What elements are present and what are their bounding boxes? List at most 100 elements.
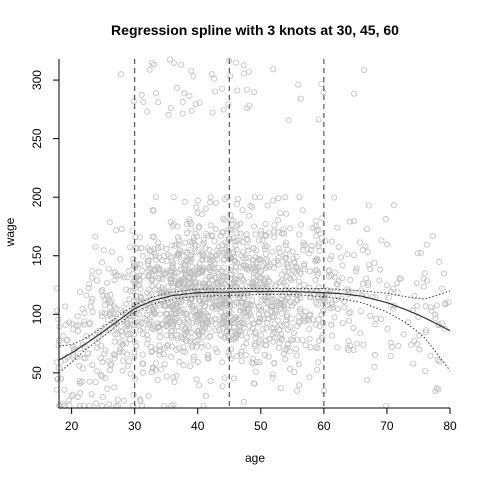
scatter-point xyxy=(76,288,83,295)
scatter-point xyxy=(225,248,232,255)
scatter-point xyxy=(146,66,153,73)
scatter-point xyxy=(217,297,224,304)
scatter-point xyxy=(202,205,209,212)
y-tick-label: 200 xyxy=(30,187,44,207)
scatter-point xyxy=(144,331,151,338)
axes: 20 30 40 50 60 70 80 50 100 150 200 250 300 xyxy=(30,59,457,433)
scatter-point xyxy=(277,385,284,392)
scatter-point xyxy=(222,239,229,246)
scatter-point xyxy=(334,224,341,231)
scatter-point xyxy=(219,284,226,291)
scatter-point xyxy=(332,297,339,304)
scatter-point xyxy=(428,307,435,314)
scatter-point xyxy=(205,325,212,332)
scatter-point xyxy=(127,244,134,251)
scatter-point xyxy=(114,396,121,403)
scatter-point xyxy=(153,360,160,367)
scatter-point xyxy=(384,241,391,248)
knot-lines xyxy=(134,59,325,408)
spline-fit-line xyxy=(58,290,451,361)
scatter-point xyxy=(101,323,108,330)
scatter-point xyxy=(334,281,341,288)
scatter-point xyxy=(192,230,199,237)
scatter-point xyxy=(414,302,421,309)
scatter-point xyxy=(148,325,155,332)
scatter-points xyxy=(53,56,452,409)
scatter-point xyxy=(283,239,290,246)
scatter-point xyxy=(220,215,227,222)
scatter-point xyxy=(277,210,284,217)
scatter-point xyxy=(238,332,245,339)
scatter-point xyxy=(209,109,216,116)
scatter-point xyxy=(216,326,223,333)
scatter-point xyxy=(257,315,264,322)
scatter-point xyxy=(130,271,137,278)
y-tick-label: 50 xyxy=(30,366,44,380)
scatter-point xyxy=(206,300,213,307)
scatter-point xyxy=(161,272,168,279)
scatter-point xyxy=(143,317,150,324)
scatter-point xyxy=(253,359,260,366)
scatter-point xyxy=(290,336,297,343)
scatter-point xyxy=(89,268,96,275)
scatter-point xyxy=(170,270,177,277)
scatter-point xyxy=(170,60,177,67)
scatter-point xyxy=(144,340,151,347)
scatter-point xyxy=(86,378,93,385)
scatter-point xyxy=(101,302,108,309)
scatter-point xyxy=(315,116,322,123)
scatter-point xyxy=(256,339,263,346)
scatter-point xyxy=(263,325,270,332)
scatter-point xyxy=(117,307,124,314)
scatter-point xyxy=(275,344,282,351)
scatter-point xyxy=(299,207,306,214)
scatter-point xyxy=(207,222,214,229)
scatter-point xyxy=(440,270,447,277)
scatter-point xyxy=(70,326,77,333)
scatter-point xyxy=(249,355,256,362)
x-tick-label: 30 xyxy=(128,419,142,433)
scatter-point xyxy=(243,301,250,308)
scatter-point xyxy=(208,71,215,78)
scatter-point xyxy=(371,363,378,370)
scatter-point xyxy=(252,268,259,275)
scatter-point xyxy=(301,260,308,267)
y-tick-label: 250 xyxy=(30,128,44,148)
scatter-point xyxy=(231,238,238,245)
scatter-point xyxy=(335,244,342,251)
scatter-point xyxy=(263,232,270,239)
scatter-point xyxy=(270,302,277,309)
scatter-point xyxy=(353,265,360,272)
x-tick-label: 60 xyxy=(317,419,331,433)
scatter-point xyxy=(265,277,272,284)
scatter-point xyxy=(227,288,234,295)
scatter-point xyxy=(258,274,265,281)
scatter-point xyxy=(315,240,322,247)
scatter-point xyxy=(208,276,215,283)
scatter-point xyxy=(195,317,202,324)
scatter-point xyxy=(285,117,292,124)
scatter-point xyxy=(114,330,121,337)
scatter-point xyxy=(106,401,113,408)
scatter-point xyxy=(168,314,175,321)
scatter-point xyxy=(176,358,183,365)
scatter-point xyxy=(232,264,239,271)
scatter-point xyxy=(408,341,415,348)
scatter-point xyxy=(136,234,143,241)
scatter-point xyxy=(145,261,152,268)
scatter-point xyxy=(100,393,107,400)
scatter-point xyxy=(315,316,322,323)
scatter-point xyxy=(156,328,163,335)
scatter-point xyxy=(198,266,205,273)
scatter-point xyxy=(313,218,320,225)
scatter-point xyxy=(390,202,397,209)
scatter-point xyxy=(188,256,195,263)
scatter-point xyxy=(88,391,95,398)
scatter-point xyxy=(239,299,246,306)
scatter-point xyxy=(281,306,288,313)
scatter-point xyxy=(246,212,253,219)
scatter-point xyxy=(222,246,229,253)
scatter-point xyxy=(231,257,238,264)
scatter-point xyxy=(165,111,172,118)
scatter-point xyxy=(251,194,258,201)
